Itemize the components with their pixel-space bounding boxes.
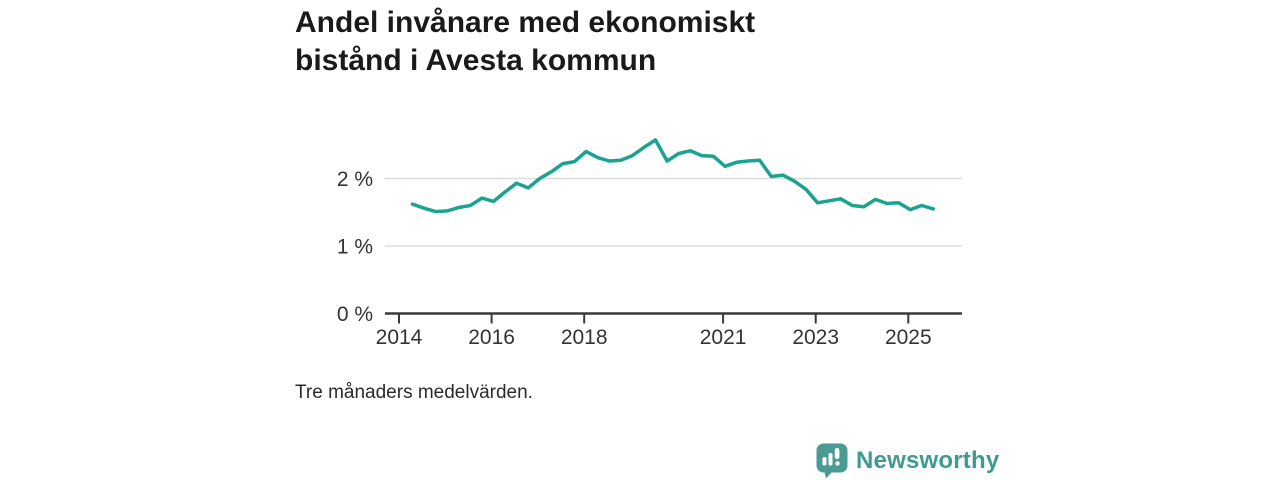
- newsworthy-wordmark: Newsworthy: [856, 446, 1000, 474]
- bar-chart-speech-bubble-icon: [816, 443, 848, 479]
- x-tick-label: 2018: [561, 326, 608, 349]
- newsworthy-logo: Newsworthy: [815, 442, 999, 479]
- data-line: [410, 138, 936, 214]
- x-tick-label: 2016: [468, 326, 515, 349]
- y-tick-label: 1 %: [337, 236, 373, 259]
- x-tick-label: 2025: [885, 326, 932, 349]
- page-title-line2: bistånd i Avesta kommun: [295, 44, 657, 77]
- page-title: Andel invånare med ekonomiskt bistånd i …: [295, 4, 755, 80]
- page-title-line1: Andel invånare med ekonomiskt: [295, 6, 756, 39]
- chart-footnote: Tre månaders medelvärden.: [295, 382, 533, 403]
- x-tick-label: 2021: [700, 326, 747, 349]
- y-tick-label: 2 %: [337, 168, 373, 191]
- x-tick-label: 2023: [792, 326, 839, 349]
- y-tick-label: 0 %: [337, 303, 373, 326]
- x-tick-label: 2014: [376, 326, 423, 349]
